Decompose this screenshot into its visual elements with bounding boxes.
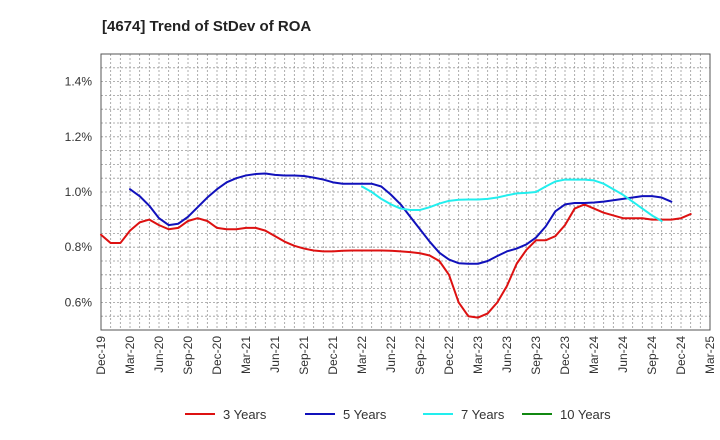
x-tick-label: Sep-21 xyxy=(297,336,311,375)
x-tick-label: Mar-24 xyxy=(587,336,601,374)
x-tick-label: Dec-24 xyxy=(674,336,688,375)
x-tick-label: Jun-23 xyxy=(500,336,514,373)
legend-label: 5 Years xyxy=(343,407,387,422)
series-line-5-years xyxy=(129,172,673,265)
legend-item: 7 Years xyxy=(423,407,505,422)
plot-frame xyxy=(100,53,711,331)
x-tick-label: Jun-21 xyxy=(268,336,282,373)
y-tick-label: 1.0% xyxy=(65,185,93,199)
series-lines xyxy=(100,172,692,319)
y-tick-label: 1.2% xyxy=(65,130,93,144)
horizontal-grid xyxy=(101,67,710,317)
legend-label: 3 Years xyxy=(223,407,267,422)
x-axis-ticks: Dec-19 Mar-20 Jun-20 Sep-20 Dec-20 Mar-21 Jun-… xyxy=(94,336,717,375)
y-tick-label: 1.4% xyxy=(65,75,93,89)
x-tick-label: Jun-24 xyxy=(616,336,630,373)
x-tick-label: Mar-25 xyxy=(703,336,717,374)
y-tick-label: 0.8% xyxy=(65,240,93,254)
x-tick-label: Mar-21 xyxy=(239,336,253,374)
y-axis-ticks: 0.6% 0.8% 1.0% 1.2% 1.4% xyxy=(65,75,93,310)
x-tick-label: Sep-24 xyxy=(645,336,659,375)
legend: 3 Years 5 Years 7 Years 10 Years xyxy=(185,407,611,422)
legend-label: 7 Years xyxy=(461,407,505,422)
x-tick-label: Jun-20 xyxy=(152,336,166,373)
x-tick-label: Sep-22 xyxy=(413,336,427,375)
y-tick-label: 0.6% xyxy=(65,295,93,309)
x-tick-label: Sep-20 xyxy=(181,336,195,375)
x-tick-label: Dec-21 xyxy=(326,336,340,375)
plot-border xyxy=(100,53,711,331)
x-tick-label: Mar-20 xyxy=(123,336,137,374)
x-tick-label: Dec-22 xyxy=(442,336,456,375)
chart-title: [4674] Trend of StDev of ROA xyxy=(102,18,311,35)
x-tick-label: Mar-22 xyxy=(355,336,369,374)
legend-item: 10 Years xyxy=(522,407,611,422)
legend-item: 3 Years xyxy=(185,407,267,422)
series-line-3-years xyxy=(100,203,692,319)
legend-item: 5 Years xyxy=(305,407,387,422)
series-line-7-years xyxy=(361,178,663,222)
x-tick-label: Mar-23 xyxy=(471,336,485,374)
x-tick-label: Sep-23 xyxy=(529,336,543,375)
x-tick-label: Jun-22 xyxy=(384,336,398,373)
x-tick-label: Dec-23 xyxy=(558,336,572,375)
x-tick-label: Dec-19 xyxy=(94,336,108,375)
x-tick-label: Dec-20 xyxy=(210,336,224,375)
legend-label: 10 Years xyxy=(560,407,611,422)
